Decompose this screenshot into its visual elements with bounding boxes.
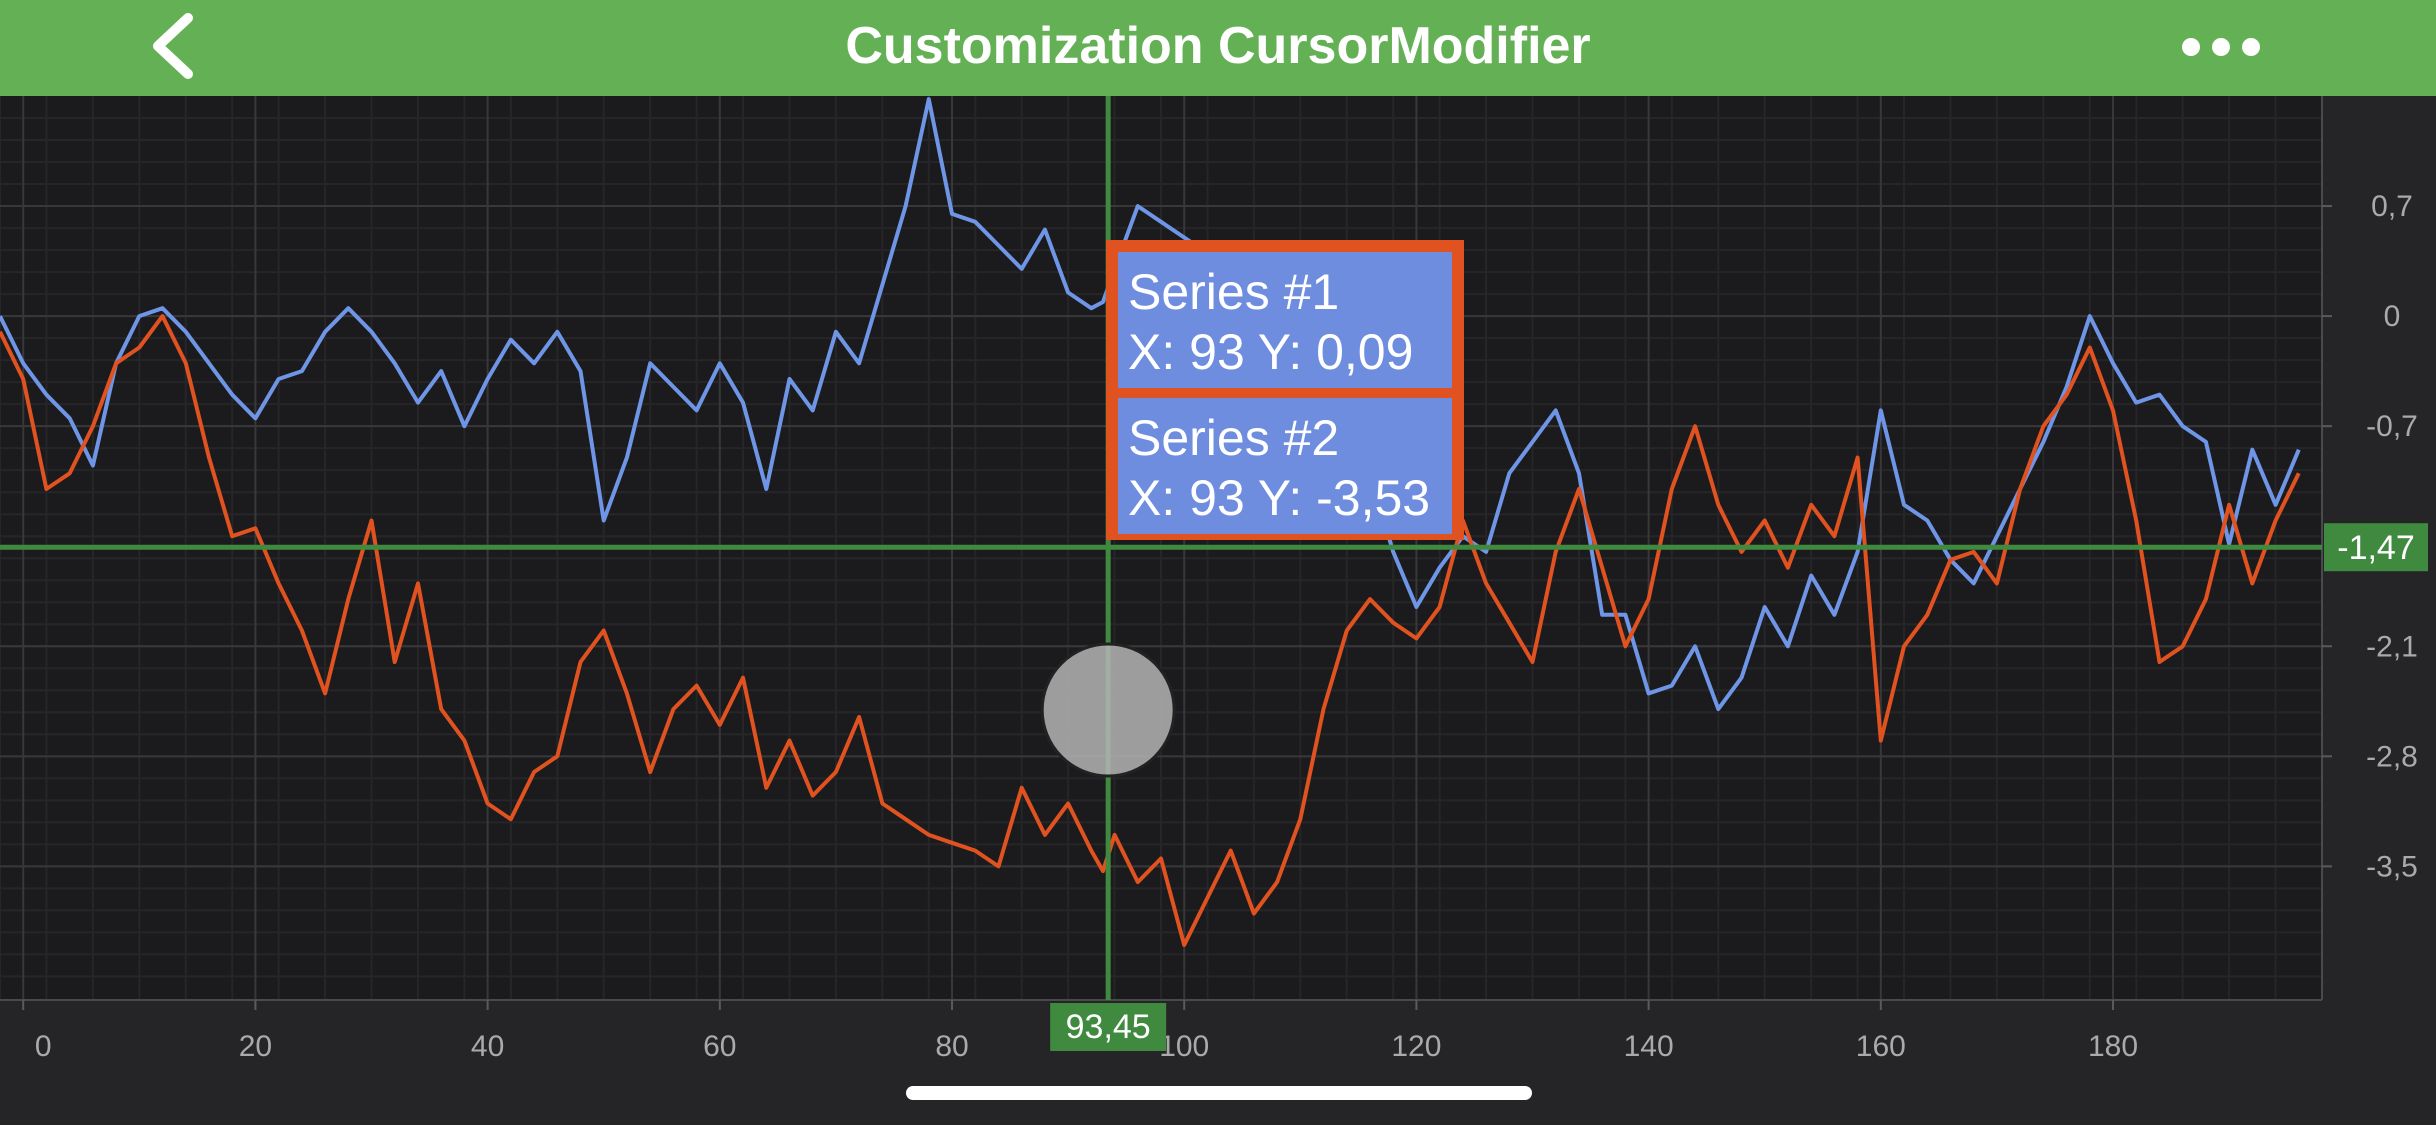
y-axis: 0,7 0 -0,7 -2,1 -2,8 -3,5	[2322, 190, 2418, 883]
tooltip-series-1: Series #1 X: 93 Y: 0,09	[1118, 252, 1452, 388]
y-tick-label: 0,7	[2371, 190, 2413, 223]
y-tick-label: -3,5	[2366, 850, 2418, 883]
x-tick-label: 140	[1624, 1030, 1674, 1063]
cursor-tooltip: Series #1 X: 93 Y: 0,09 Series #2 X: 93 …	[1106, 240, 1464, 540]
chevron-left-icon[interactable]	[140, 10, 210, 82]
tooltip-series-2: Series #2 X: 93 Y: -3,53	[1118, 398, 1452, 534]
y-tick-label: -2,8	[2366, 740, 2418, 773]
y-tick-label: 0	[2384, 300, 2401, 333]
x-tick-label: 0	[35, 1030, 52, 1063]
tooltip-series-1-name: Series #1	[1128, 264, 1340, 320]
x-tick-label: 40	[471, 1030, 504, 1063]
series-lines	[0, 97, 2301, 947]
x-tick-label: 120	[1391, 1030, 1441, 1063]
x-axis: 0 20 40 60 80 100 120 140 160 180	[22, 1000, 2138, 1063]
navigation-bar: Customization CursorModifier	[0, 0, 2436, 96]
cursor-x-label-box	[1050, 1003, 1167, 1051]
x-tick-label: 180	[2088, 1030, 2138, 1063]
cursor-x-label: 93,45	[1066, 1008, 1151, 1046]
tooltip-series-2-values: X: 93 Y: -3,53	[1128, 470, 1431, 526]
x-tick-label: 60	[703, 1030, 736, 1063]
x-tick-label: 160	[1856, 1030, 1906, 1063]
cursor-y-label-box	[2324, 523, 2428, 572]
series-1-line	[0, 97, 2301, 712]
tooltip-series-1-values: X: 93 Y: 0,09	[1128, 324, 1414, 380]
series-2-line	[0, 314, 2301, 947]
x-tick-label: 20	[239, 1030, 272, 1063]
x-tick-label: 80	[935, 1030, 968, 1063]
page-title: Customization CursorModifier	[845, 17, 1591, 75]
cursor-y-label: -1,47	[2337, 529, 2415, 567]
y-tick-label: -0,7	[2366, 410, 2418, 443]
x-tick-label: 100	[1159, 1030, 1209, 1063]
y-tick-label: -2,1	[2366, 630, 2418, 663]
cursor-crosshair: 93,45 -1,47	[0, 96, 2428, 1051]
home-indicator[interactable]	[906, 1086, 1532, 1100]
tooltip-series-2-name: Series #2	[1128, 410, 1340, 466]
cursor-touch-handle	[1040, 642, 1176, 778]
ellipsis-icon[interactable]	[2176, 22, 2266, 72]
